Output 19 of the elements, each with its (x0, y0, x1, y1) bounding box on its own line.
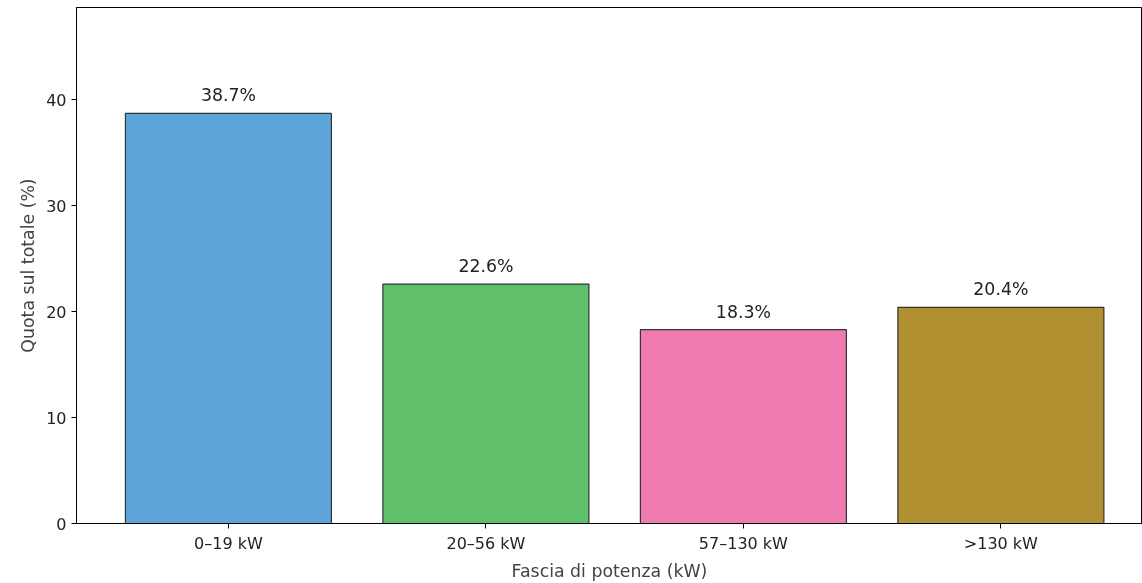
y-tick-label: 40 (46, 90, 67, 110)
data-label: 38.7% (200, 85, 256, 106)
y-axis-title: Quota sul totale (%) (18, 178, 39, 353)
x-tick-label: >130 kW (963, 533, 1039, 553)
y-tick-label: 10 (46, 408, 67, 428)
data-label: 20.4% (973, 279, 1029, 300)
x-axis-title: Fascia di potenza (kW) (511, 560, 708, 581)
x-tick-label: 0–19 kW (194, 533, 263, 553)
bar (639, 329, 847, 524)
bar (897, 306, 1105, 524)
y-tick-label: 30 (46, 196, 67, 216)
bar (382, 283, 590, 524)
y-tick-label: 0 (56, 514, 67, 534)
data-label: 22.6% (458, 256, 514, 277)
bar (124, 112, 333, 524)
data-label: 18.3% (715, 301, 771, 322)
y-tick-label: 20 (46, 302, 67, 322)
x-tick-label: 57–130 kW (698, 533, 789, 553)
x-tick-label: 20–56 kW (446, 533, 526, 553)
